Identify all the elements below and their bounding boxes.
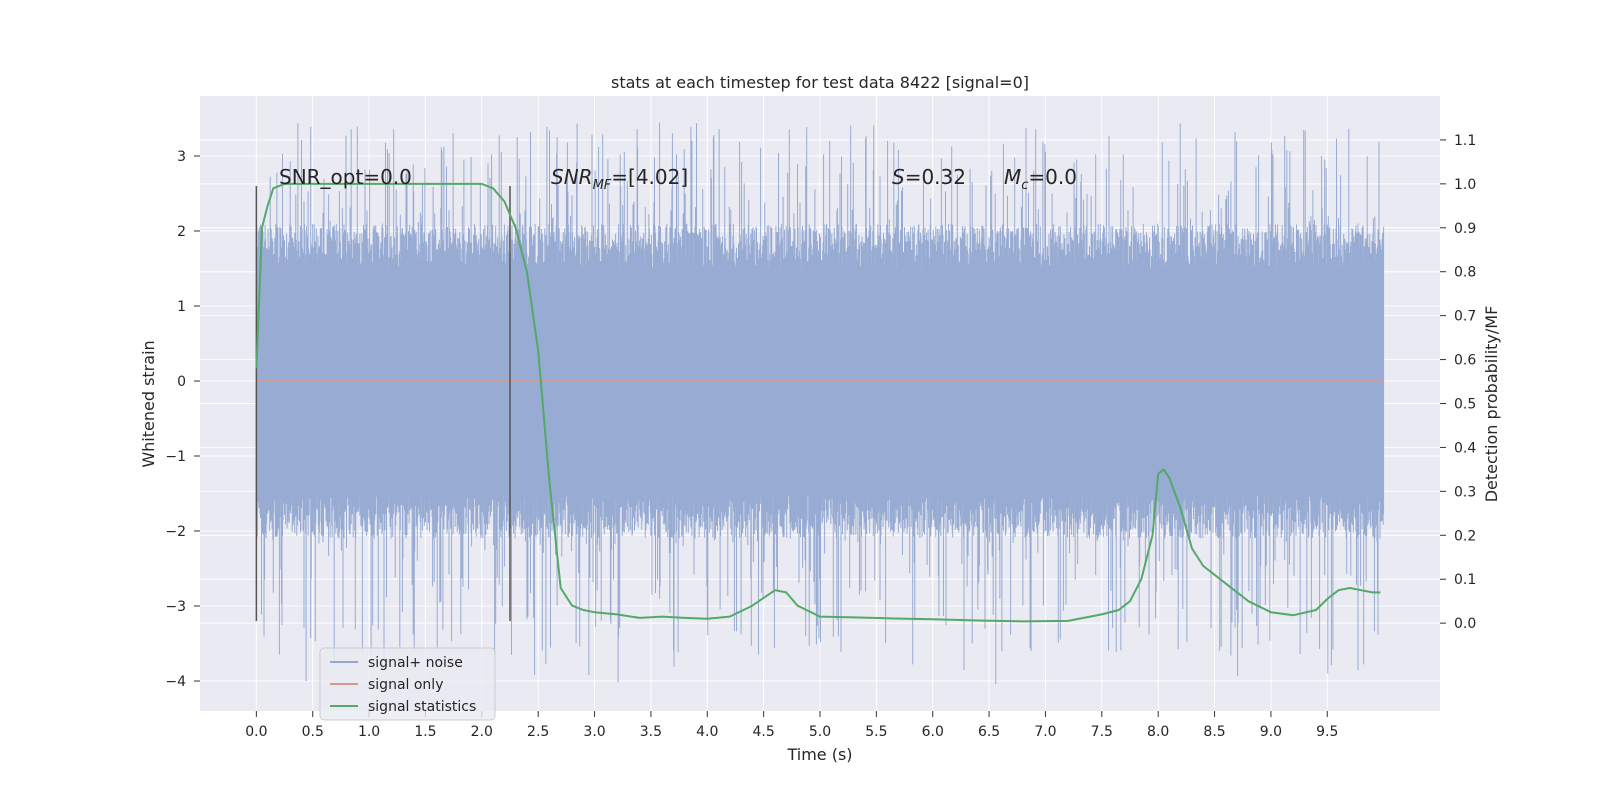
x-tick-label: 9.5 [1316,724,1338,740]
legend-label-stats: signal statistics [368,699,476,715]
legend-box [319,647,496,721]
x-tick-label: 3.0 [583,724,605,740]
y2-tick-labels: 1.1 1.0 0.9 0.8 0.7 0.6 0.5 0.4 0.3 0.2 0.1 0.0 [1440,133,1476,632]
x-axis-label: Time (s) [786,745,852,764]
x-tick-label: 2.5 [527,724,549,740]
x-tick-label: 7.5 [1091,724,1113,740]
chart-title: stats at each timestep for test data 842… [611,73,1029,92]
y2-tick-label: 0.7 [1454,309,1476,325]
x-tick-label: 1.5 [414,724,436,740]
annotation-snr-opt: SNR_opt=0.0 [279,165,412,189]
y2-tick-label: 0.0 [1454,616,1476,632]
x-tick-label: 5.5 [865,724,887,740]
y-tick-label: −2 [165,524,186,540]
annotation-snr-mf: SNRMF=[4.02] [551,165,688,193]
mc-value: =0.0 [1028,165,1077,189]
snr-mf-subscript: MF [593,178,612,193]
x-tick-label: 9.0 [1260,724,1282,740]
y-tick-label: 0 [177,374,186,390]
legend-label-noise: signal+ noise [368,655,463,671]
y2-tick-label: 0.4 [1454,440,1476,456]
y-tick-label: −3 [165,599,186,615]
annotation-s: S=0.32 [892,165,966,189]
y-tick-label: 1 [177,299,186,315]
annotation-mc: Mc=0.0 [1004,165,1077,193]
y-tick-label: 2 [177,224,186,240]
signal-statistics-line [255,182,1381,623]
x-tick-label: 2.0 [471,724,493,740]
y-tick-labels: 3 2 1 0 −1 −2 −3 −4 [165,149,200,690]
y2-tick-label: 0.3 [1454,484,1476,500]
x-tick-label: 1.0 [358,724,380,740]
y-tick-label: −1 [165,449,186,465]
signal-statistics-series [255,182,1381,623]
mc-subscript: c [1021,178,1028,193]
x-tick-label: 7.0 [1034,724,1056,740]
s-value: =0.32 [905,165,966,189]
y2-tick-label: 0.2 [1454,528,1476,544]
y-tick-label: −4 [165,674,186,690]
x-tick-label: 6.5 [978,724,1000,740]
vertical-markers [255,186,511,621]
snr-mf-value: =[4.02] [611,165,688,189]
y2-tick-label: 1.0 [1454,177,1476,193]
y-axis-label: Whitened strain [139,340,158,467]
y2-tick-label: 0.1 [1454,572,1476,588]
x-tick-label: 5.0 [809,724,831,740]
legend: signal+ noise signal only signal statist… [319,647,496,721]
x-tick-label: 0.0 [245,724,267,740]
x-tick-label: 6.0 [922,724,944,740]
y2-axis-label: Detection probability/MF [1482,306,1501,503]
y2-tick-label: 1.1 [1454,133,1476,149]
x-tick-label: 3.5 [640,724,662,740]
mc-var: M [1004,165,1021,189]
x-tick-label: 8.0 [1147,724,1169,740]
x-tick-label: 4.0 [696,724,718,740]
snr-mf-base: SNR [551,165,593,189]
x-tick-label: 0.5 [302,724,324,740]
y2-tick-label: 0.9 [1454,221,1476,237]
x-tick-labels: 0.0 0.5 1.0 1.5 2.0 2.5 3.0 3.5 4.0 4.5 5.0 5.5 6.0 6… [245,711,1338,740]
y-tick-label: 3 [177,149,186,165]
y2-tick-label: 0.8 [1454,265,1476,281]
y2-tick-label: 0.5 [1454,397,1476,413]
legend-label-signal: signal only [368,677,443,693]
s-var: S [892,165,905,189]
y2-tick-label: 0.6 [1454,353,1476,369]
x-tick-label: 8.5 [1203,724,1225,740]
x-tick-label: 4.5 [753,724,775,740]
